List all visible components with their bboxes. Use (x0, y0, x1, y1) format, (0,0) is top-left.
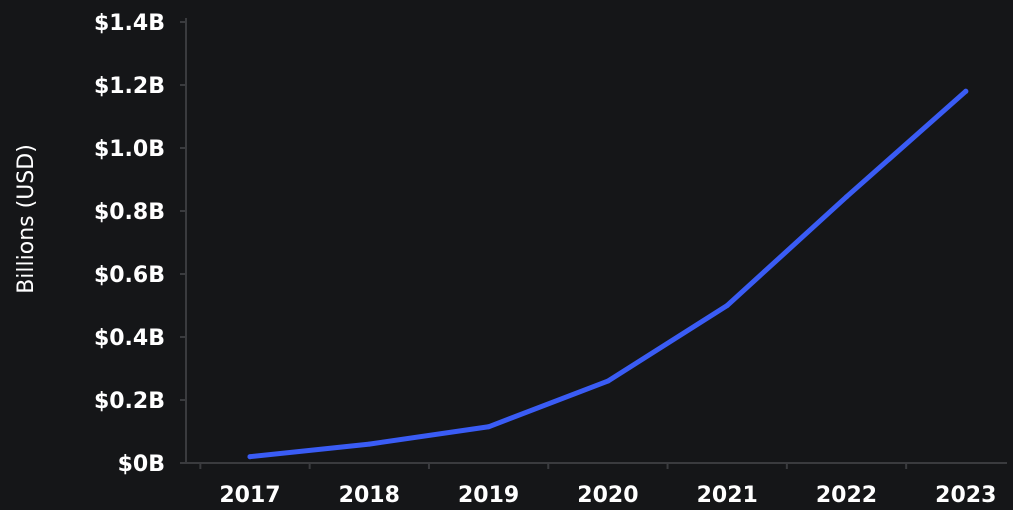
y-tick-label: $1.0B (94, 137, 165, 162)
y-tick-label: $1.4B (94, 11, 165, 36)
x-axis: 2017 2018 2019 2020 2021 2022 2023 (186, 462, 1007, 508)
y-tick-label: $0.4B (94, 326, 165, 351)
data-point (963, 88, 969, 94)
data-point (366, 441, 372, 447)
y-tick-label: $0.6B (94, 263, 165, 288)
series-line (247, 88, 969, 460)
y-tick-label: $0B (118, 452, 165, 477)
x-tick-label: 2020 (577, 483, 638, 508)
y-tick-label: $0.8B (94, 200, 165, 225)
y-axis-title: Billions (USD) (14, 144, 39, 294)
data-point (844, 194, 849, 200)
x-tick-label: 2019 (458, 483, 519, 508)
data-point (247, 454, 253, 460)
data-point (724, 303, 730, 308)
y-tick-label: $0.2B (94, 389, 165, 414)
x-tick-label: 2017 (219, 483, 280, 508)
y-tick-label: $1.2B (94, 74, 165, 99)
series-group (247, 88, 969, 460)
x-tick-label: 2018 (339, 483, 400, 508)
data-point (605, 378, 611, 384)
y-axis: $0B $0.2B $0.4B $0.6B $0.8B $1.0B $1.2B $1.4B (94, 11, 187, 477)
x-tick-label: 2022 (816, 483, 877, 508)
data-point (486, 424, 492, 430)
x-tick-label: 2023 (935, 483, 996, 508)
x-tick-label: 2021 (697, 483, 758, 508)
